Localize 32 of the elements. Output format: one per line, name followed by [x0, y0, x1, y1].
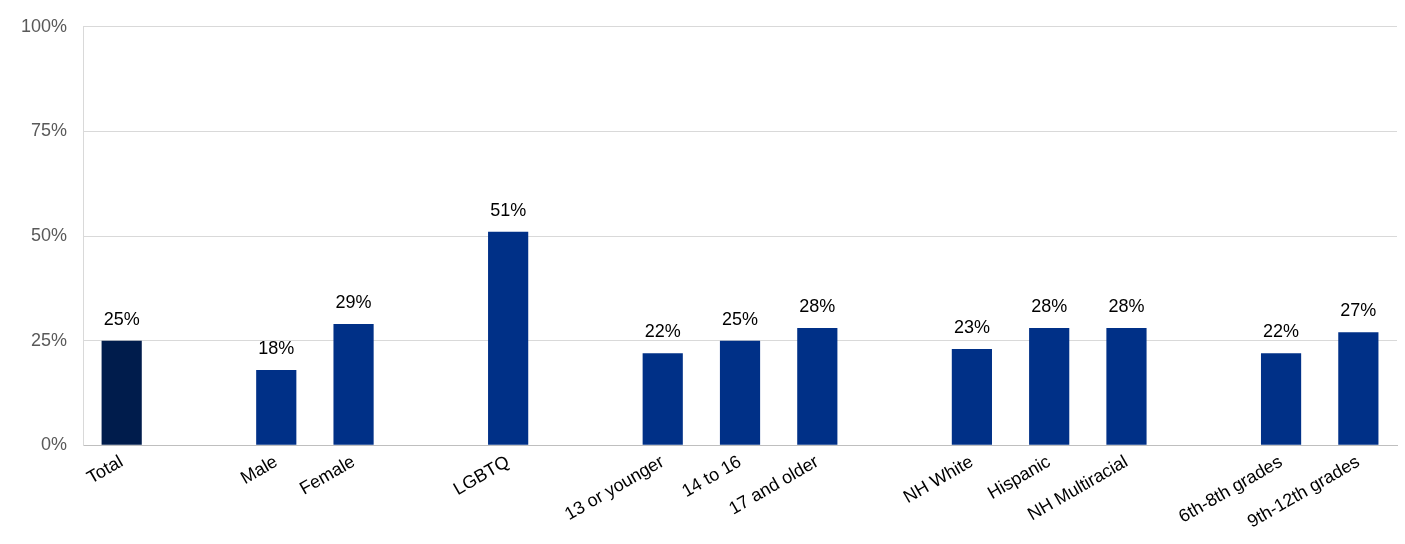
data-label: 28%	[1108, 296, 1145, 317]
bar	[488, 231, 529, 445]
data-label: 29%	[335, 291, 372, 312]
y-tick-label: 100%	[20, 15, 68, 36]
bar	[333, 323, 374, 445]
x-tick-label: Male	[236, 451, 281, 488]
y-tick-label: 50%	[31, 224, 68, 245]
bar	[642, 353, 683, 445]
x-tick-label: Total	[83, 451, 127, 488]
bar	[951, 349, 992, 445]
bar	[1338, 332, 1379, 445]
y-tick-label: 75%	[31, 120, 68, 141]
bar	[1029, 328, 1070, 445]
data-label: 27%	[1340, 300, 1377, 321]
bar	[719, 340, 761, 445]
bar	[1260, 353, 1302, 445]
data-label: 22%	[644, 321, 681, 342]
data-label: 22%	[1263, 321, 1300, 342]
data-label: 25%	[103, 308, 140, 329]
bar	[101, 340, 142, 445]
bar	[256, 369, 297, 445]
data-label: 28%	[799, 296, 836, 317]
bar	[797, 328, 838, 445]
y-tick-label: 25%	[31, 329, 68, 350]
data-label: 18%	[258, 337, 295, 358]
data-label: 51%	[490, 199, 527, 220]
data-label: 28%	[1031, 296, 1068, 317]
y-tick-label: 0%	[41, 434, 68, 455]
x-tick-label: NH White	[899, 451, 977, 507]
data-label: 25%	[722, 308, 759, 329]
bar	[1106, 328, 1147, 445]
data-label: 23%	[953, 316, 990, 337]
